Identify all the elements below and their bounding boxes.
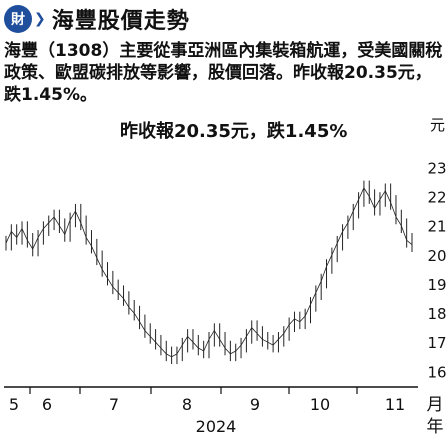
logo-icon: 財 [4,5,32,33]
y-tick-label: 19 [427,276,446,294]
chevron-right-icon: ❯ [34,11,46,27]
page-title: 海豐股價走勢 [51,9,190,34]
header: 財 ❯ 海豐股價走勢 [4,4,190,34]
y-tick-label: 20 [427,247,446,265]
year-label: 2024 [196,417,237,436]
y-tick-label: 16 [427,363,446,381]
y-axis-unit: 元 [430,116,445,134]
x-axis-unit: 月 [427,395,444,415]
price-line [5,187,413,358]
year-unit: 年 [427,417,444,437]
x-tick-label: 9 [250,395,260,414]
y-tick-label: 17 [427,334,446,352]
x-tick-label: 8 [182,395,192,414]
chart-annotation: 昨收報20.35元，跌1.45% [120,120,347,142]
x-tick-label: 6 [42,395,52,414]
y-tick-label: 18 [427,305,446,323]
x-tick-label: 11 [385,395,405,414]
article-text: 海豐（1308）主要從事亞洲區內集裝箱航運，受美國關稅政策、歐盟碳排放等影響，股… [4,41,443,105]
y-tick-label: 23 [427,159,446,177]
y-tick-label: 22 [427,189,446,207]
x-tick-label: 10 [310,395,330,414]
x-tick-label: 5 [9,395,19,414]
x-tick-label: 7 [109,395,119,414]
logo-text: 財 [11,12,25,28]
y-tick-label: 21 [427,218,446,236]
